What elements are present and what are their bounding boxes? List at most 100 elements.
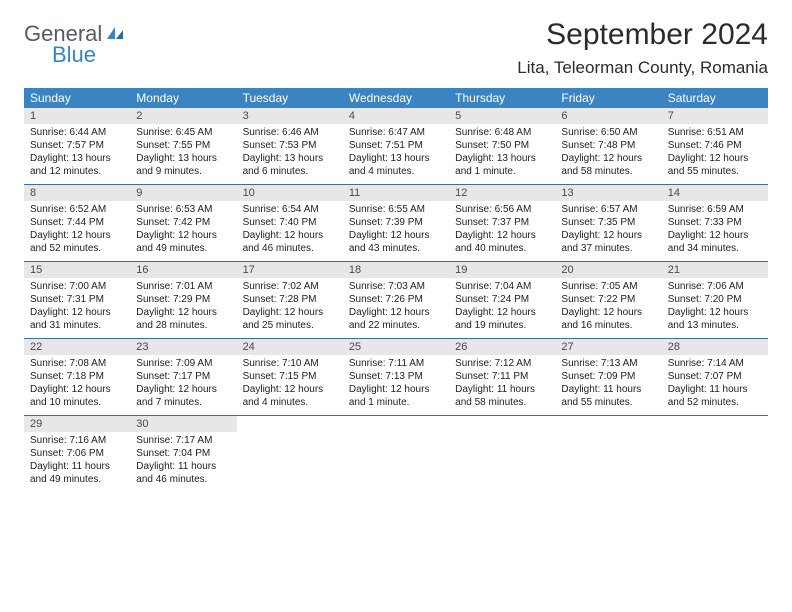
calendar-day: 26Sunrise: 7:12 AMSunset: 7:11 PMDayligh… bbox=[449, 339, 555, 415]
sunset-line: Sunset: 7:04 PM bbox=[136, 447, 230, 460]
sunrise-line: Sunrise: 7:00 AM bbox=[30, 280, 124, 293]
day-body: Sunrise: 7:17 AMSunset: 7:04 PMDaylight:… bbox=[130, 432, 236, 490]
calendar-day: 18Sunrise: 7:03 AMSunset: 7:26 PMDayligh… bbox=[343, 262, 449, 338]
weekday-tue: Tuesday bbox=[237, 88, 343, 108]
month-title: September 2024 bbox=[517, 18, 768, 52]
calendar-day: 29Sunrise: 7:16 AMSunset: 7:06 PMDayligh… bbox=[24, 416, 130, 492]
header: General Blue September 2024 Lita, Teleor… bbox=[24, 18, 768, 78]
calendar-day: 28Sunrise: 7:14 AMSunset: 7:07 PMDayligh… bbox=[662, 339, 768, 415]
day-body: Sunrise: 7:02 AMSunset: 7:28 PMDaylight:… bbox=[237, 278, 343, 336]
day-body: Sunrise: 7:08 AMSunset: 7:18 PMDaylight:… bbox=[24, 355, 130, 413]
weekday-thu: Thursday bbox=[449, 88, 555, 108]
day-number: 8 bbox=[24, 185, 130, 201]
day-number: 24 bbox=[237, 339, 343, 355]
calendar-day: 9Sunrise: 6:53 AMSunset: 7:42 PMDaylight… bbox=[130, 185, 236, 261]
day-body: Sunrise: 7:03 AMSunset: 7:26 PMDaylight:… bbox=[343, 278, 449, 336]
day-number: 2 bbox=[130, 108, 236, 124]
day-number: 26 bbox=[449, 339, 555, 355]
daylight-line: Daylight: 12 hours and 10 minutes. bbox=[30, 383, 124, 409]
daylight-line: Daylight: 11 hours and 49 minutes. bbox=[30, 460, 124, 486]
day-number: 4 bbox=[343, 108, 449, 124]
day-number: 28 bbox=[662, 339, 768, 355]
daylight-line: Daylight: 13 hours and 9 minutes. bbox=[136, 152, 230, 178]
sunset-line: Sunset: 7:06 PM bbox=[30, 447, 124, 460]
day-body: Sunrise: 6:59 AMSunset: 7:33 PMDaylight:… bbox=[662, 201, 768, 259]
calendar-day: 22Sunrise: 7:08 AMSunset: 7:18 PMDayligh… bbox=[24, 339, 130, 415]
day-number: 3 bbox=[237, 108, 343, 124]
sunrise-line: Sunrise: 6:52 AM bbox=[30, 203, 124, 216]
sunrise-line: Sunrise: 7:05 AM bbox=[561, 280, 655, 293]
sunset-line: Sunset: 7:40 PM bbox=[243, 216, 337, 229]
day-body: Sunrise: 7:12 AMSunset: 7:11 PMDaylight:… bbox=[449, 355, 555, 413]
day-number bbox=[662, 416, 768, 420]
daylight-line: Daylight: 11 hours and 55 minutes. bbox=[561, 383, 655, 409]
sunrise-line: Sunrise: 6:45 AM bbox=[136, 126, 230, 139]
calendar: Sunday Monday Tuesday Wednesday Thursday… bbox=[24, 88, 768, 492]
day-number: 20 bbox=[555, 262, 661, 278]
daylight-line: Daylight: 12 hours and 13 minutes. bbox=[668, 306, 762, 332]
sunrise-line: Sunrise: 7:11 AM bbox=[349, 357, 443, 370]
day-number: 23 bbox=[130, 339, 236, 355]
day-body: Sunrise: 6:44 AMSunset: 7:57 PMDaylight:… bbox=[24, 124, 130, 182]
day-number bbox=[555, 416, 661, 420]
sunrise-line: Sunrise: 6:51 AM bbox=[668, 126, 762, 139]
day-body: Sunrise: 6:48 AMSunset: 7:50 PMDaylight:… bbox=[449, 124, 555, 182]
day-number: 19 bbox=[449, 262, 555, 278]
daylight-line: Daylight: 12 hours and 52 minutes. bbox=[30, 229, 124, 255]
day-body: Sunrise: 7:11 AMSunset: 7:13 PMDaylight:… bbox=[343, 355, 449, 413]
calendar-day: 27Sunrise: 7:13 AMSunset: 7:09 PMDayligh… bbox=[555, 339, 661, 415]
sunset-line: Sunset: 7:13 PM bbox=[349, 370, 443, 383]
sunrise-line: Sunrise: 7:09 AM bbox=[136, 357, 230, 370]
sunset-line: Sunset: 7:11 PM bbox=[455, 370, 549, 383]
sunrise-line: Sunrise: 7:02 AM bbox=[243, 280, 337, 293]
page: General Blue September 2024 Lita, Teleor… bbox=[0, 0, 792, 510]
day-number: 14 bbox=[662, 185, 768, 201]
day-body: Sunrise: 6:53 AMSunset: 7:42 PMDaylight:… bbox=[130, 201, 236, 259]
calendar-week: 15Sunrise: 7:00 AMSunset: 7:31 PMDayligh… bbox=[24, 262, 768, 339]
day-body: Sunrise: 7:06 AMSunset: 7:20 PMDaylight:… bbox=[662, 278, 768, 336]
daylight-line: Daylight: 11 hours and 52 minutes. bbox=[668, 383, 762, 409]
calendar-week: 1Sunrise: 6:44 AMSunset: 7:57 PMDaylight… bbox=[24, 108, 768, 185]
day-number: 15 bbox=[24, 262, 130, 278]
sunrise-line: Sunrise: 7:04 AM bbox=[455, 280, 549, 293]
logo: General Blue bbox=[24, 18, 125, 66]
day-number: 25 bbox=[343, 339, 449, 355]
sunrise-line: Sunrise: 6:53 AM bbox=[136, 203, 230, 216]
day-number: 27 bbox=[555, 339, 661, 355]
daylight-line: Daylight: 11 hours and 46 minutes. bbox=[136, 460, 230, 486]
weekday-sat: Saturday bbox=[662, 88, 768, 108]
sunrise-line: Sunrise: 6:57 AM bbox=[561, 203, 655, 216]
day-number: 30 bbox=[130, 416, 236, 432]
calendar-day: 15Sunrise: 7:00 AMSunset: 7:31 PMDayligh… bbox=[24, 262, 130, 338]
location: Lita, Teleorman County, Romania bbox=[517, 58, 768, 78]
day-body: Sunrise: 7:14 AMSunset: 7:07 PMDaylight:… bbox=[662, 355, 768, 413]
sunrise-line: Sunrise: 7:13 AM bbox=[561, 357, 655, 370]
sunset-line: Sunset: 7:50 PM bbox=[455, 139, 549, 152]
sunset-line: Sunset: 7:15 PM bbox=[243, 370, 337, 383]
daylight-line: Daylight: 12 hours and 34 minutes. bbox=[668, 229, 762, 255]
daylight-line: Daylight: 12 hours and 19 minutes. bbox=[455, 306, 549, 332]
calendar-day: 19Sunrise: 7:04 AMSunset: 7:24 PMDayligh… bbox=[449, 262, 555, 338]
daylight-line: Daylight: 12 hours and 46 minutes. bbox=[243, 229, 337, 255]
sunset-line: Sunset: 7:35 PM bbox=[561, 216, 655, 229]
calendar-day: 7Sunrise: 6:51 AMSunset: 7:46 PMDaylight… bbox=[662, 108, 768, 184]
day-number: 13 bbox=[555, 185, 661, 201]
sunrise-line: Sunrise: 6:59 AM bbox=[668, 203, 762, 216]
sunrise-line: Sunrise: 7:17 AM bbox=[136, 434, 230, 447]
day-body: Sunrise: 6:47 AMSunset: 7:51 PMDaylight:… bbox=[343, 124, 449, 182]
sunset-line: Sunset: 7:39 PM bbox=[349, 216, 443, 229]
calendar-day: 23Sunrise: 7:09 AMSunset: 7:17 PMDayligh… bbox=[130, 339, 236, 415]
sunrise-line: Sunrise: 7:16 AM bbox=[30, 434, 124, 447]
sunrise-line: Sunrise: 6:56 AM bbox=[455, 203, 549, 216]
day-number: 11 bbox=[343, 185, 449, 201]
day-body: Sunrise: 6:57 AMSunset: 7:35 PMDaylight:… bbox=[555, 201, 661, 259]
day-number: 18 bbox=[343, 262, 449, 278]
daylight-line: Daylight: 12 hours and 49 minutes. bbox=[136, 229, 230, 255]
calendar-week: 22Sunrise: 7:08 AMSunset: 7:18 PMDayligh… bbox=[24, 339, 768, 416]
calendar-week: 29Sunrise: 7:16 AMSunset: 7:06 PMDayligh… bbox=[24, 416, 768, 492]
sunrise-line: Sunrise: 7:12 AM bbox=[455, 357, 549, 370]
sunset-line: Sunset: 7:29 PM bbox=[136, 293, 230, 306]
calendar-day: 17Sunrise: 7:02 AMSunset: 7:28 PMDayligh… bbox=[237, 262, 343, 338]
day-body: Sunrise: 7:05 AMSunset: 7:22 PMDaylight:… bbox=[555, 278, 661, 336]
day-number: 17 bbox=[237, 262, 343, 278]
